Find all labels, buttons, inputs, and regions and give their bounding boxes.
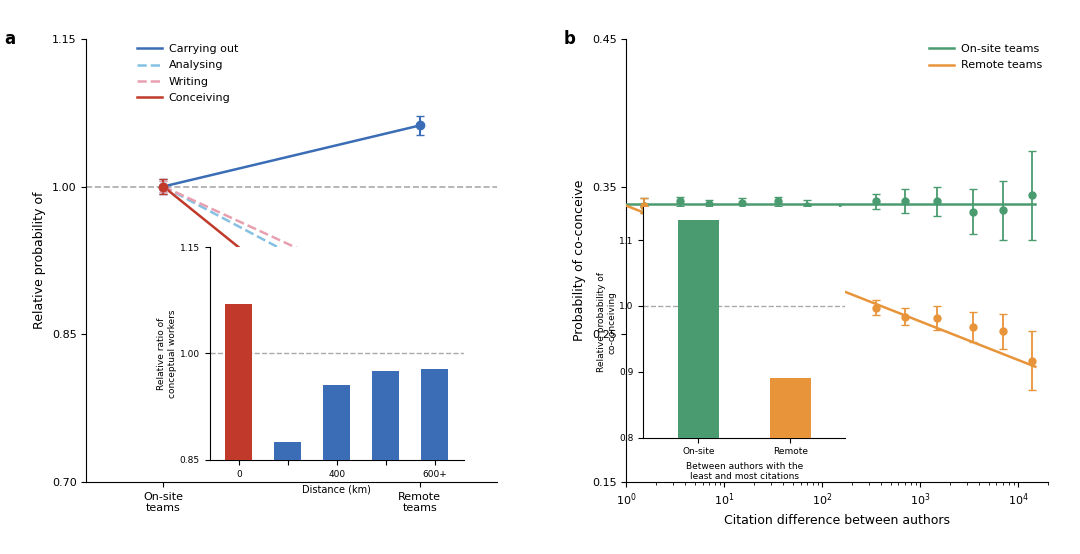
Text: b: b <box>564 30 575 48</box>
X-axis label: Citation difference between authors: Citation difference between authors <box>724 514 950 527</box>
Legend: Carrying out, Analysing, Writing, Conceiving: Carrying out, Analysing, Writing, Concei… <box>133 40 242 107</box>
Y-axis label: Relative probability of: Relative probability of <box>33 192 46 329</box>
Legend: On-site teams, Remote teams: On-site teams, Remote teams <box>924 40 1047 75</box>
Text: a: a <box>4 30 15 48</box>
Y-axis label: Probability of co-conceive: Probability of co-conceive <box>573 179 586 341</box>
